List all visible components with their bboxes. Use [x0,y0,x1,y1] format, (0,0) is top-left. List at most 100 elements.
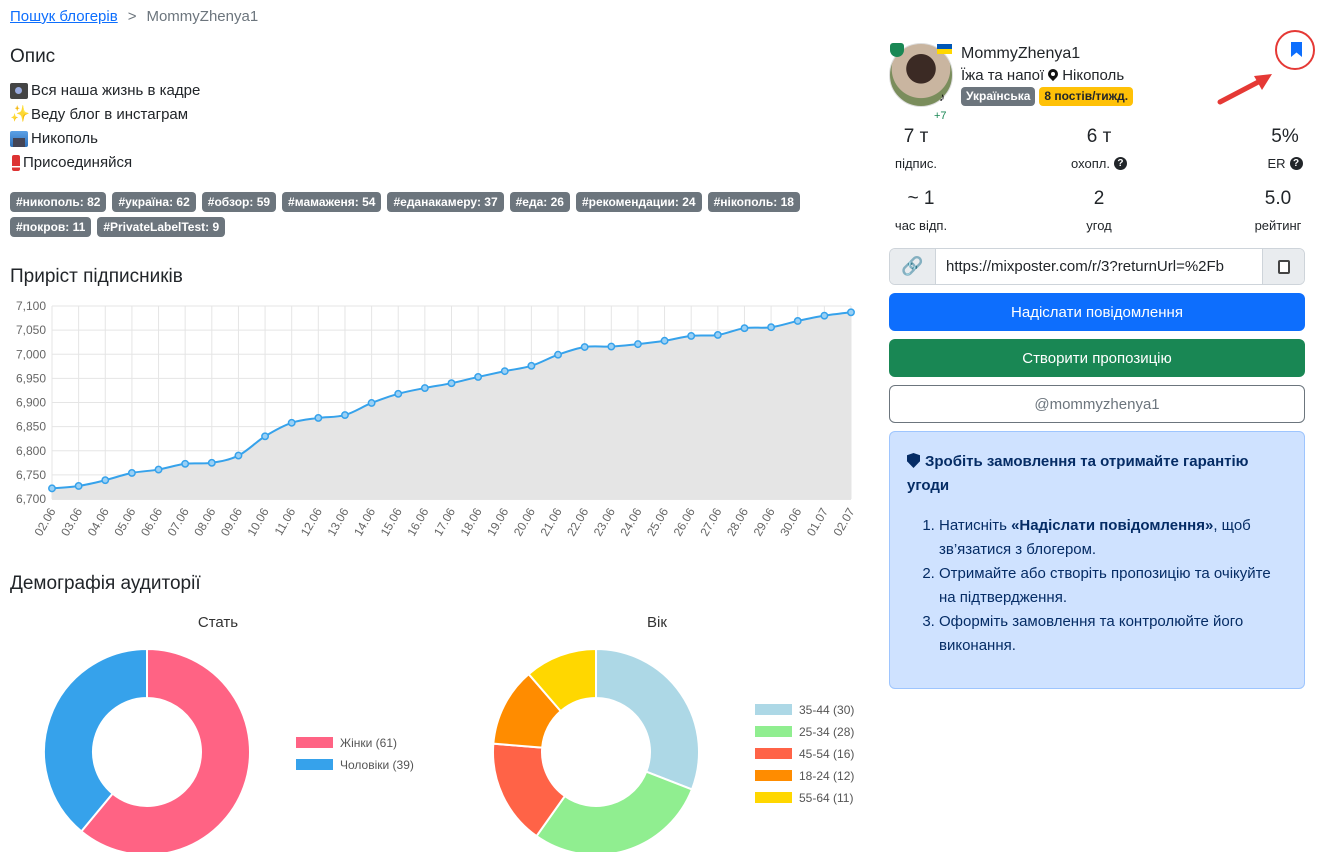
stat-value: 2 [1093,188,1105,209]
breadcrumb-link-blogger-search[interactable]: Пошук блогерів [10,8,118,25]
data-point [847,308,855,317]
help-icon[interactable]: ? [1113,157,1127,170]
extra-networks-count[interactable]: +7 [934,110,947,122]
data-point [580,343,589,351]
legend-swatch [296,759,333,770]
guarantee-steps: Натисніть «Надіслати повідомлення», щоб … [907,514,1287,658]
cityscape-icon [10,131,28,147]
x-tick-label: 27.06 [697,505,724,538]
stat-value: 5% [1271,126,1299,147]
stat-label: угод [1086,218,1112,233]
x-tick-label: 07.06 [165,505,192,538]
x-tick-label: 30.06 [777,505,804,538]
guarantee-step: Отримайте або створіть пропозицію та очі… [939,562,1287,610]
x-tick-label: 14.06 [351,505,378,538]
legend-label: Чоловіки (39) [340,758,414,772]
hashtag-badge: #нікополь: 18 [707,192,800,212]
posts-frequency-badge: 8 постів/тижд. [1039,87,1134,106]
x-tick-label: 06.06 [138,505,165,538]
shield-icon [907,453,920,468]
data-point [101,476,110,485]
bookmark-icon[interactable] [1291,42,1302,57]
link-icon: 🔗 [890,249,936,284]
legend-label: 55-64 (11) [799,791,853,805]
data-point [287,418,296,427]
map-pin-icon [1048,69,1058,82]
hashtag-badge: #еданакамеру: 37 [387,192,504,212]
demography-charts: Стать Жінки (61) Чоловіки (39) Вік 35-44 (30… [43,614,854,852]
data-point [48,484,56,493]
x-tick-label: 11.06 [272,505,299,538]
hashtag-badge: #PrivateLabelTest: 9 [97,217,226,237]
x-tick-label: 18.06 [458,505,485,538]
language-badge: Українська [961,87,1036,106]
stat-response-time: ~ 1 час відп. [866,188,976,233]
stat-deals: 2 угод [1044,188,1154,233]
description-line: ✨ Веду блог в инстаграм [10,103,200,127]
x-tick-label: 12.06 [298,505,325,538]
stat-label: охопл. [1071,156,1110,171]
legend-label: 35-44 (30) [799,703,854,717]
tiktok-icon[interactable]: ♪ [939,90,945,104]
copy-button[interactable] [1262,249,1304,284]
x-tick-label: 16.06 [404,505,431,538]
data-point [660,336,669,345]
data-point [607,342,616,351]
description-line-text: Вся наша жизнь в кадре [31,82,201,99]
description-text: Вся наша жизнь в кадре ✨ Веду блог в инс… [10,79,200,175]
hashtag-list: #никополь: 82 #україна: 62 #обзор: 59 #м… [10,192,840,237]
camera-icon [10,83,28,99]
create-offer-button[interactable]: Створити пропозицію [889,339,1305,377]
pie-title: Стать [198,614,238,631]
description-line: Присоединяйся [10,151,200,175]
pie-slice [43,647,148,833]
referral-link-input[interactable]: https://mixposter.com/r/3?returnUrl=%2Fb [946,258,1225,275]
y-tick-label: 6,700 [16,492,46,506]
blogger-category-location: Їжа та напої Нікополь [961,67,1124,84]
x-tick-label: 29.06 [751,505,778,538]
annotation-arrow-icon [1217,74,1272,105]
stat-value: 7 т [903,126,929,147]
description-line-text: Веду блог в инстаграм [31,106,189,123]
pie-slice [79,647,251,852]
legend-swatch [755,748,792,759]
x-tick-label: 22.06 [564,505,591,538]
guarantee-title: Зробіть замовлення та отримайте гарантію… [907,453,1249,494]
blogger-name: MommyZhenya1 [961,45,1081,62]
help-icon[interactable]: ? [1289,157,1303,170]
hashtag-badge: #україна: 62 [112,192,196,212]
x-tick-label: 25.06 [644,505,671,538]
follower-growth-chart: 7,100 7,050 7,000 6,950 6,900 6,850 6,800 6,750… [16,299,858,539]
description-line: Вся наша жизнь в кадре [10,79,200,103]
send-message-button[interactable]: Надіслати повідомлення [889,293,1305,331]
y-tick-label: 7,000 [16,347,46,361]
data-point [474,372,483,381]
x-tick-label: 21.06 [537,505,564,538]
y-tick-label: 6,750 [16,468,46,482]
verified-shield-icon [890,43,904,57]
data-point [554,350,562,359]
x-tick-label: 23.06 [591,505,618,538]
hashtag-badge: #рекомендации: 24 [575,192,702,212]
data-point [713,331,722,339]
data-point [314,413,323,422]
legend-label: 45-54 (16) [799,747,854,761]
x-tick-label: 20.06 [511,505,538,538]
data-point [181,459,190,468]
guarantee-step: Оформіть замовлення та контролюйте його … [939,610,1287,658]
x-tick-label: 13.06 [324,505,351,538]
x-tick-label: 08.06 [191,505,218,538]
x-tick-label: 24.06 [617,505,644,538]
data-point [793,317,802,325]
blogger-city: Нікополь [1062,67,1125,84]
data-point [500,367,509,376]
x-tick-label: 02.06 [31,505,58,538]
legend-label: 18-24 (12) [799,769,854,783]
hashtag-badge: #покров: 11 [10,217,92,237]
y-tick-label: 6,950 [16,371,46,385]
data-point [207,458,216,467]
stat-value: 5.0 [1264,188,1292,209]
instagram-handle-button[interactable]: @mommyzhenya1 [889,385,1305,423]
blogger-category: Їжа та напої [961,67,1045,84]
y-tick-label: 6,800 [16,444,46,458]
